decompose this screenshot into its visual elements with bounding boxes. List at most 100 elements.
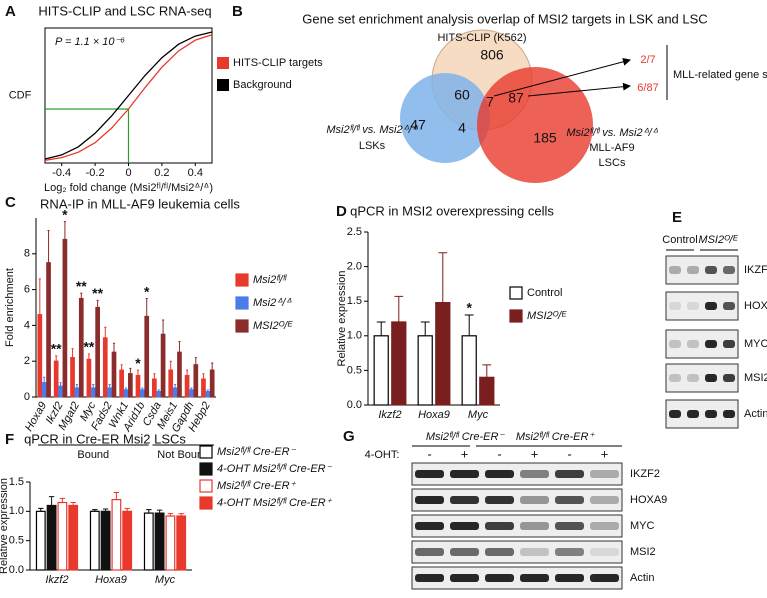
- annotation: P = 1.1 × 10⁻⁶: [55, 36, 125, 48]
- venn-count: 806: [480, 47, 504, 63]
- bar: [107, 387, 112, 398]
- bar: [122, 510, 133, 571]
- venn-label: HITS-CLIP (K562): [437, 32, 526, 44]
- blot-band: [669, 340, 681, 348]
- bar: [168, 369, 174, 398]
- error-bar: [124, 387, 128, 390]
- panel-letter: C: [5, 194, 16, 211]
- blot-band: [669, 374, 681, 382]
- venn-count: 4: [458, 120, 466, 136]
- blot-frame: [411, 488, 623, 512]
- x-tick-label: Hoxa9: [95, 574, 127, 586]
- lane-label: -: [497, 446, 501, 461]
- legend-swatch: [199, 496, 213, 510]
- y-tick-label: 0.0: [9, 564, 24, 576]
- blot-band: [687, 302, 699, 310]
- lane-label: MSI2ᴼ/ᴱ: [698, 234, 738, 246]
- blot-band: [520, 548, 549, 556]
- bar: [193, 364, 199, 398]
- error-bar: [48, 496, 55, 506]
- error-bar: [38, 278, 41, 315]
- group-label: Msi2ᶠˡ/ᶠˡ Cre-ER⁻: [426, 431, 506, 443]
- bar: [128, 373, 133, 398]
- bar: [373, 335, 389, 406]
- bar: [177, 351, 182, 398]
- bar: [119, 369, 124, 398]
- error-bar: [202, 373, 205, 380]
- panel-letter: G: [343, 428, 355, 445]
- bar: [74, 387, 80, 398]
- chart-title: RNA-IP in MLL-AF9 leukemia cells: [40, 196, 240, 211]
- blot-band: [485, 548, 514, 556]
- y-tick-label: 1.0: [347, 330, 362, 342]
- blot-frame: [411, 540, 623, 564]
- row-label: MYC: [630, 520, 655, 532]
- venn-count: 185: [533, 130, 557, 146]
- venn-label: Msi2ᶠˡ/ᶠˡ vs. Msi2ᐞ/ᐞ: [566, 127, 658, 139]
- error-bar: [394, 295, 404, 322]
- x-tick-label: -0.4: [52, 167, 71, 179]
- error-bar: [55, 355, 58, 362]
- venn-label: LSKs: [359, 140, 386, 152]
- y-tick-label: 2.5: [347, 226, 362, 238]
- error-bar: [178, 341, 181, 353]
- error-bar: [211, 362, 214, 371]
- bar: [57, 501, 68, 571]
- lane-label: -: [427, 446, 431, 461]
- bar: [205, 391, 211, 398]
- blot-band: [520, 574, 549, 582]
- error-bar: [92, 509, 98, 512]
- x-tick-label: Ikzf2: [378, 409, 401, 421]
- blot-band: [415, 574, 444, 582]
- blot-frame: [411, 514, 623, 538]
- arrow: [493, 57, 631, 97]
- bar: [68, 504, 79, 571]
- legend-label: Msi2ᶠˡ/ᶠˡ: [253, 274, 287, 286]
- y-tick-label: 8: [24, 248, 30, 260]
- x-tick-label: 0: [125, 167, 131, 179]
- bar: [35, 510, 46, 571]
- row-label: MYC: [744, 338, 767, 350]
- bar: [154, 512, 165, 571]
- panel-letter: A: [5, 3, 16, 20]
- y-tick-label: 2.0: [347, 261, 362, 273]
- blot-band: [555, 548, 584, 556]
- error-bar: [420, 321, 430, 336]
- panel-letter: D: [336, 203, 347, 220]
- lane-label: +: [601, 446, 609, 461]
- error-bar: [63, 221, 66, 240]
- error-bar: [190, 387, 193, 390]
- bar: [479, 376, 495, 406]
- row-label: IKZF2: [630, 468, 660, 480]
- blot-band: [415, 470, 444, 478]
- legend-label: HITS-CLIP targets: [233, 57, 323, 69]
- bar: [53, 360, 59, 398]
- bar: [86, 358, 92, 398]
- treatment-label: 4-OHT:: [365, 449, 400, 461]
- blot-band: [555, 470, 584, 478]
- legend-swatch: [217, 57, 229, 69]
- x-tick-label: Myc: [468, 409, 489, 421]
- error-bar: [43, 376, 46, 383]
- panel-letter: E: [672, 209, 682, 226]
- blot-band: [590, 548, 619, 556]
- blot-band: [705, 410, 717, 418]
- blot-band: [485, 522, 514, 530]
- cdf-line: [44, 31, 213, 160]
- bar: [176, 515, 187, 571]
- lane-label: Control: [662, 234, 697, 246]
- bar: [70, 357, 75, 398]
- y-tick-label: 1.5: [347, 295, 362, 307]
- bar: [152, 378, 157, 398]
- lane-label: +: [461, 446, 469, 461]
- error-bar: [124, 507, 130, 512]
- error-bar: [70, 502, 76, 506]
- guide-line: [45, 108, 130, 163]
- error-bar: [145, 298, 148, 317]
- significance: *: [62, 206, 68, 222]
- bar: [156, 391, 162, 398]
- legend-swatch: [199, 462, 213, 476]
- blot-band: [450, 574, 479, 582]
- legend-label: 4-OHT Msi2ᶠˡ/ᶠˡ Cre-ER⁺: [217, 497, 333, 509]
